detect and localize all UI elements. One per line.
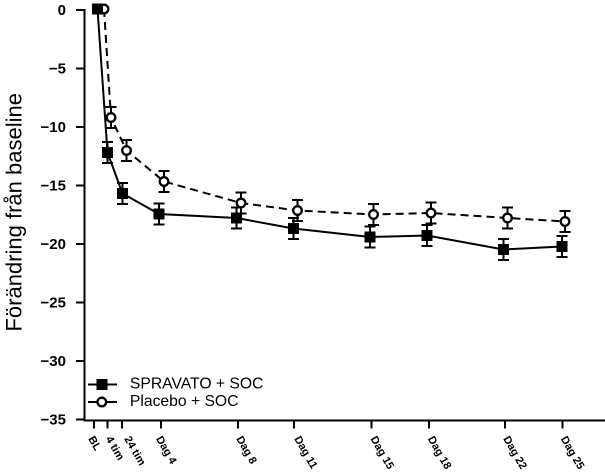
svg-text:SPRAVATO + SOC: SPRAVATO + SOC (130, 376, 264, 393)
svg-text:0: 0 (58, 2, 66, 19)
svg-text:Förändring från baseline: Förändring från baseline (1, 93, 26, 331)
svg-text:−20: −20 (41, 236, 66, 253)
svg-text:−30: −30 (41, 353, 66, 370)
svg-text:Placebo + SOC: Placebo + SOC (130, 393, 239, 410)
svg-text:−25: −25 (41, 295, 66, 312)
svg-text:−15: −15 (41, 178, 66, 195)
svg-text:−35: −35 (41, 412, 66, 429)
svg-text:−10: −10 (41, 119, 66, 136)
svg-text:−5: −5 (49, 61, 66, 78)
